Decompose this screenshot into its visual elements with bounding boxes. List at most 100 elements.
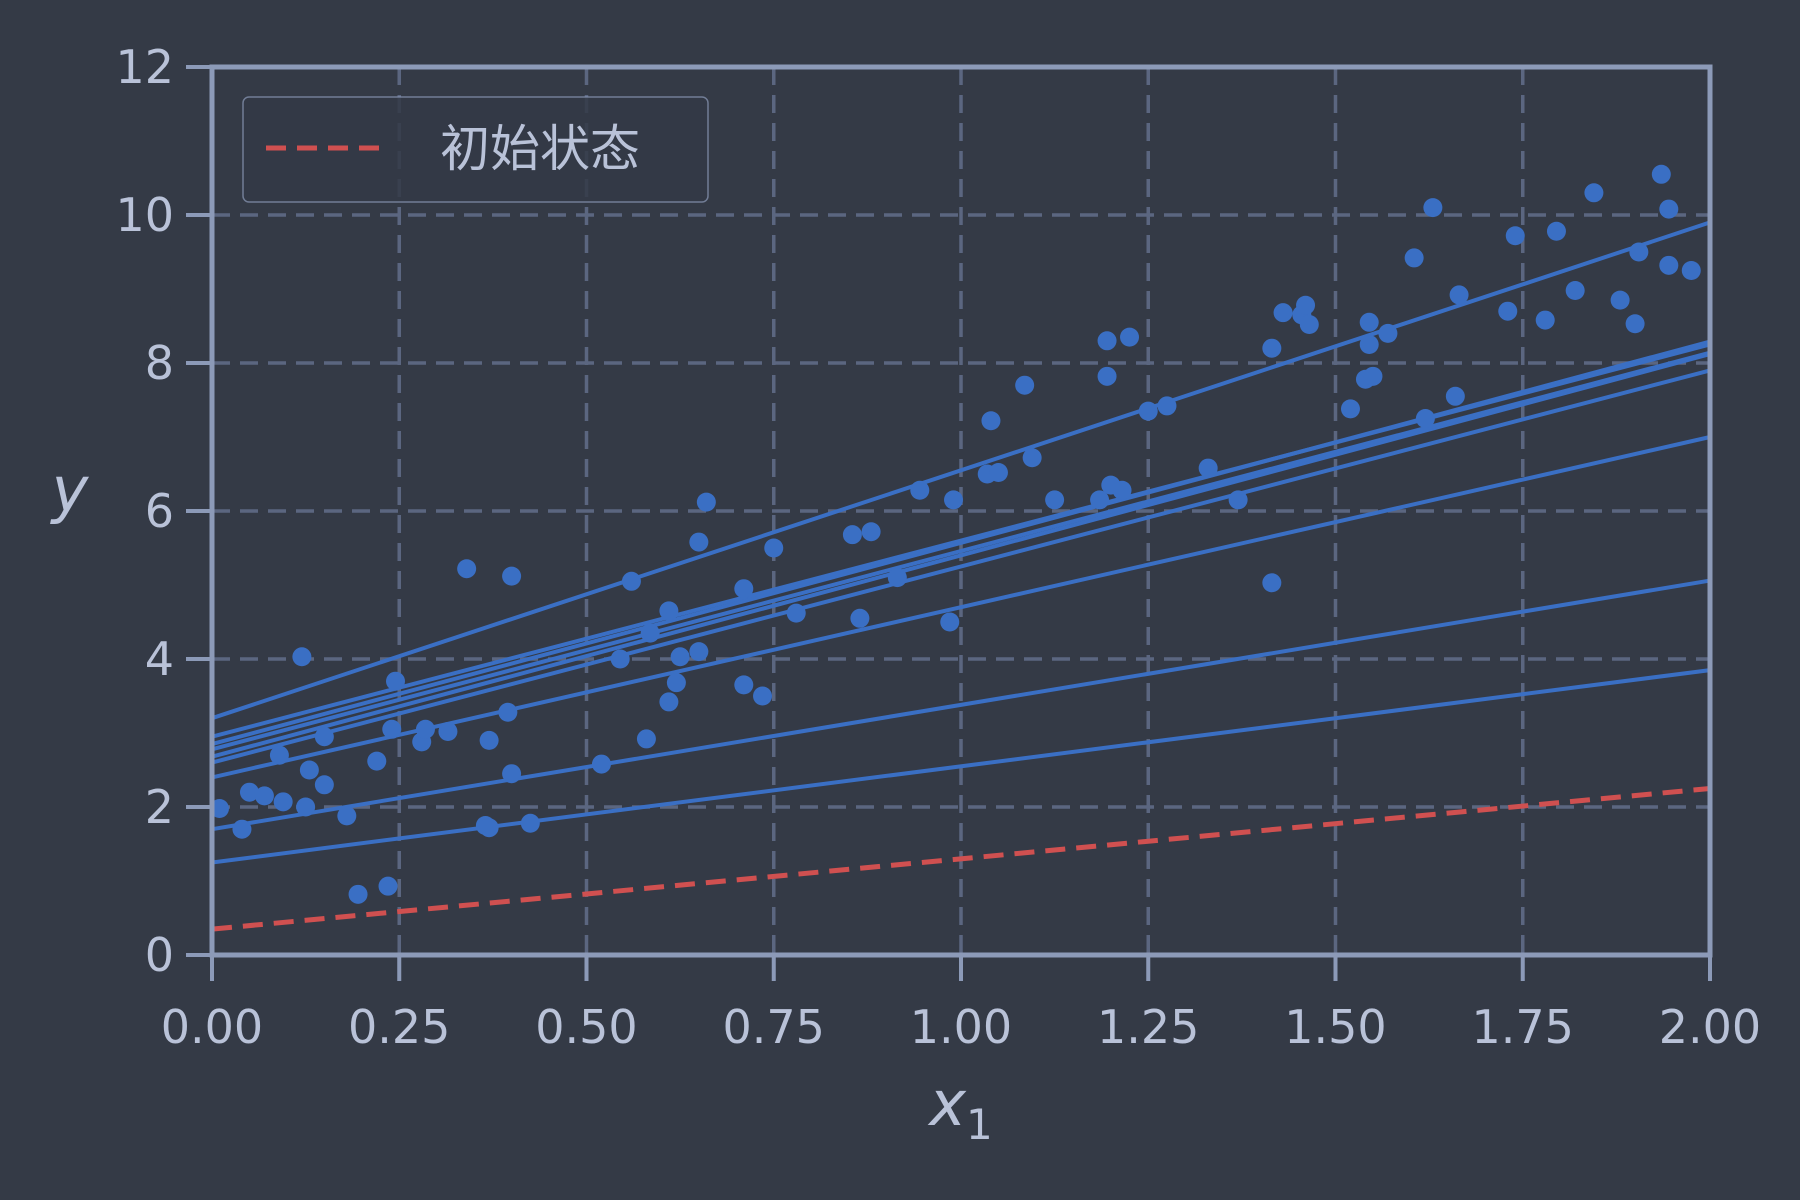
data-point-29 <box>610 649 630 669</box>
data-point-2 <box>239 782 259 802</box>
data-point-5 <box>273 792 293 812</box>
x-tick-label-4: 1.00 <box>910 1000 1012 1054</box>
data-point-1 <box>232 819 252 839</box>
x-tick-label-2: 0.50 <box>535 1000 637 1054</box>
data-point-23 <box>479 730 499 750</box>
data-point-73 <box>1299 315 1319 335</box>
data-point-3 <box>254 786 274 806</box>
data-point-88 <box>1546 221 1566 241</box>
data-point-26 <box>502 764 522 784</box>
data-point-39 <box>696 492 716 512</box>
data-point-25 <box>502 566 522 586</box>
data-point-97 <box>1681 261 1701 280</box>
y-tick-label-1: 2 <box>145 780 174 834</box>
data-point-93 <box>1629 242 1649 262</box>
data-point-84 <box>1449 285 1469 305</box>
y-tick-label-2: 4 <box>145 632 174 686</box>
legend: 初始状态 <box>242 96 709 203</box>
data-point-54 <box>988 463 1008 483</box>
data-point-74 <box>1340 399 1360 419</box>
data-point-68 <box>1262 573 1282 593</box>
data-point-80 <box>1404 248 1424 268</box>
data-point-72 <box>1296 295 1316 315</box>
data-point-58 <box>1090 490 1110 510</box>
data-point-63 <box>1120 327 1140 347</box>
data-point-33 <box>659 601 679 621</box>
data-point-42 <box>753 686 773 706</box>
data-point-19 <box>438 722 458 742</box>
data-point-82 <box>1423 198 1443 218</box>
data-point-67 <box>1228 490 1248 510</box>
data-point-31 <box>636 729 656 749</box>
y-tick-label-0: 0 <box>145 928 174 982</box>
data-point-12 <box>348 884 368 904</box>
axis-ticks: 0.00 0.25 0.50 0.75 1.00 1.25 1.50 1.75 2.00 0 2 4 6… <box>115 40 1761 1054</box>
iteration-line-4 <box>211 352 1711 759</box>
y-tick-label-6: 12 <box>115 40 174 94</box>
data-point-64 <box>1138 401 1158 421</box>
iteration-line-8 <box>211 220 1711 721</box>
y-tick-label-4: 8 <box>145 336 174 390</box>
data-point-81 <box>1415 409 1435 428</box>
data-point-27 <box>520 813 540 833</box>
data-point-57 <box>1045 490 1065 510</box>
legend-label-initial: 初始状态 <box>440 120 640 178</box>
x-axis-label-main: x <box>927 1067 967 1140</box>
data-point-14 <box>378 876 398 896</box>
data-point-6 <box>292 647 312 667</box>
regression-lines <box>211 220 1711 932</box>
data-point-89 <box>1565 280 1585 300</box>
data-point-56 <box>1022 448 1042 468</box>
data-point-36 <box>670 647 690 667</box>
data-point-11 <box>337 806 357 826</box>
data-point-44 <box>786 603 806 623</box>
x-tick-label-1: 0.25 <box>348 1000 450 1054</box>
y-axis-label: y <box>50 453 90 526</box>
data-point-20 <box>457 559 477 579</box>
data-point-8 <box>299 760 319 780</box>
iteration-line-7 <box>211 342 1711 739</box>
data-point-77 <box>1359 312 1379 332</box>
data-point-87 <box>1535 310 1555 330</box>
data-point-86 <box>1505 226 1525 246</box>
data-point-16 <box>386 671 406 691</box>
data-points <box>209 164 1701 904</box>
data-point-76 <box>1359 335 1379 354</box>
data-point-28 <box>591 754 611 774</box>
data-point-96 <box>1659 199 1679 219</box>
iteration-line-5 <box>211 350 1711 752</box>
data-point-34 <box>659 692 679 712</box>
data-point-30 <box>621 571 641 591</box>
data-point-45 <box>842 525 862 545</box>
data-point-15 <box>382 719 402 739</box>
data-point-46 <box>850 608 870 628</box>
data-point-78 <box>1363 366 1383 386</box>
iteration-line-2 <box>211 435 1711 780</box>
data-point-83 <box>1445 386 1465 406</box>
data-point-38 <box>689 642 709 662</box>
data-point-62 <box>1112 480 1132 500</box>
data-point-53 <box>981 411 1001 431</box>
iteration-line-1 <box>211 578 1711 832</box>
legend-box <box>242 96 709 203</box>
x-tick-label-8: 2.00 <box>1659 1000 1761 1054</box>
data-point-95 <box>1659 255 1679 275</box>
data-point-47 <box>861 522 881 542</box>
data-point-79 <box>1378 323 1398 343</box>
x-tick-label-5: 1.25 <box>1097 1000 1199 1054</box>
data-point-41 <box>734 675 754 695</box>
y-tick-label-3: 6 <box>145 484 174 538</box>
data-point-69 <box>1262 338 1282 358</box>
iteration-line-0 <box>211 668 1711 865</box>
data-point-0 <box>209 798 229 818</box>
data-point-43 <box>764 538 784 558</box>
data-point-4 <box>269 745 289 765</box>
x-axis-label-subscript: 1 <box>966 1100 993 1149</box>
data-point-59 <box>1097 331 1117 351</box>
data-point-70 <box>1273 303 1293 323</box>
data-point-7 <box>296 797 316 817</box>
data-point-94 <box>1651 164 1671 184</box>
data-point-22 <box>479 818 499 838</box>
data-point-92 <box>1625 314 1645 334</box>
